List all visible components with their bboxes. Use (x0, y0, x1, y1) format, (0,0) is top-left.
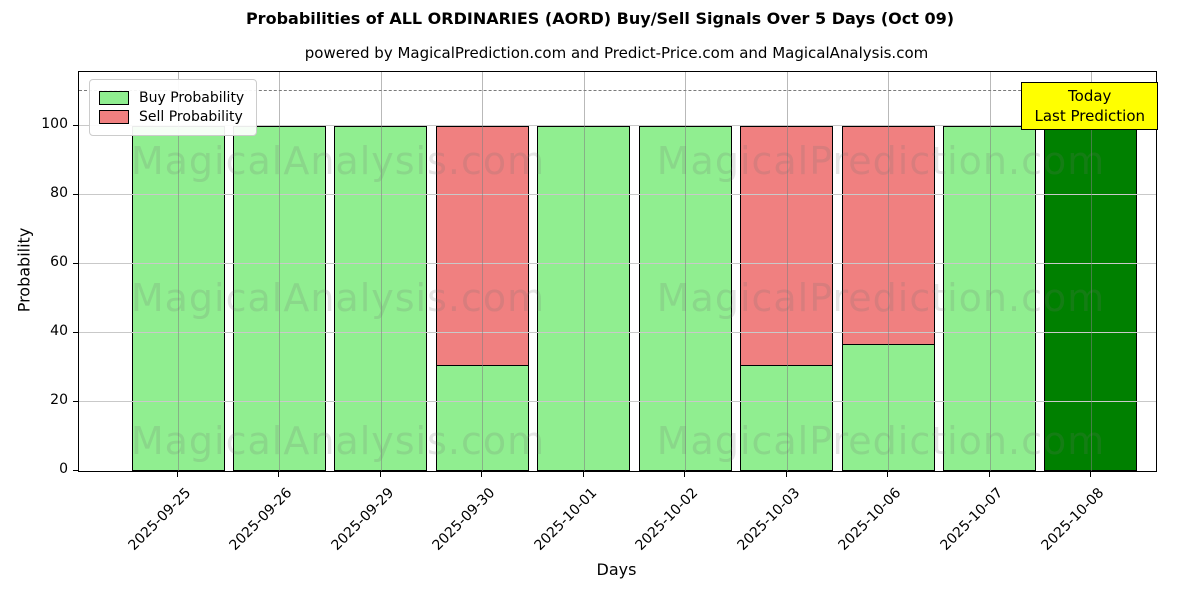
x-tick-label: 2025-10-06 (835, 485, 905, 554)
v-gridline (685, 72, 687, 471)
legend-label-buy: Buy Probability (139, 90, 245, 106)
plot-area: Buy Probability Sell Probability Today L… (78, 71, 1158, 472)
x-tick-label: 2025-10-07 (936, 485, 1006, 554)
dashed-threshold-line (79, 90, 1156, 92)
y-tick-mark (73, 262, 78, 264)
x-tick-label: 2025-09-29 (328, 485, 398, 554)
y-tick-mark (73, 193, 78, 195)
y-tick-label: 60 (50, 253, 68, 270)
y-tick-label: 40 (50, 322, 68, 339)
x-tick-label: 2025-10-03 (734, 485, 803, 554)
watermark-text: MagicalAnalysis.com (130, 276, 546, 320)
x-tick-mark (278, 472, 280, 477)
watermark-text: MagicalPrediction.com (656, 276, 1106, 320)
v-gridline (482, 72, 484, 471)
x-tick-mark (1089, 472, 1091, 477)
x-tick-label: 2025-10-02 (632, 485, 702, 554)
y-tick-label: 0 (59, 461, 68, 477)
x-tick-mark (684, 472, 686, 477)
chart-title: Probabilities of ALL ORDINARIES (AORD) B… (245, 9, 955, 28)
x-tick-mark (177, 472, 178, 477)
buy-color-swatch (99, 91, 129, 105)
x-tick-mark (887, 472, 889, 477)
annotation-line-1: Today (1068, 87, 1112, 105)
x-tick-mark (785, 472, 787, 477)
x-tick-mark (481, 472, 483, 477)
y-tick-label: 100 (41, 115, 68, 132)
h-gridline (79, 124, 1156, 126)
watermark-text: MagicalAnalysis.com (130, 419, 546, 463)
y-axis-label: Probability (14, 227, 34, 313)
legend-item-sell: Sell Probability (99, 109, 244, 125)
x-tick-mark (988, 472, 990, 477)
v-gridline (178, 72, 179, 471)
y-tick-label: 80 (50, 184, 68, 201)
x-tick-label: 2025-09-25 (125, 485, 195, 554)
x-tick-label: 2025-09-30 (429, 485, 499, 554)
today-annotation-box: Today Last Prediction (1021, 82, 1158, 130)
sell-color-swatch (99, 110, 129, 124)
v-gridline (1090, 72, 1092, 471)
h-gridline (79, 262, 1156, 264)
y-tick-mark (73, 470, 78, 471)
v-gridline (786, 72, 788, 471)
h-gridline (79, 193, 1156, 195)
watermark-text: MagicalPrediction.com (656, 139, 1106, 183)
y-tick-label: 20 (50, 391, 68, 408)
x-tick-label: 2025-09-26 (226, 485, 296, 554)
y-tick-mark (73, 331, 78, 333)
v-gridline (888, 72, 890, 471)
x-tick-label: 2025-10-01 (531, 485, 601, 554)
watermark-text: MagicalAnalysis.com (130, 139, 546, 183)
legend-label-sell: Sell Probability (139, 109, 243, 125)
h-gridline (79, 331, 1156, 333)
y-tick-mark (73, 400, 78, 402)
v-gridline (279, 72, 281, 471)
y-tick-mark (73, 124, 78, 126)
h-gridline (79, 400, 1156, 402)
annotation-line-2: Last Prediction (1034, 107, 1145, 125)
chart-subtitle: powered by MagicalPrediction.com and Pre… (304, 44, 929, 62)
v-gridline (380, 72, 382, 471)
v-gridline (989, 72, 991, 471)
watermark-text: MagicalPrediction.com (656, 419, 1106, 463)
x-tick-mark (582, 472, 584, 477)
legend-item-buy: Buy Probability (99, 90, 244, 106)
v-gridline (583, 72, 585, 471)
x-tick-mark (379, 472, 381, 477)
chart-legend: Buy Probability Sell Probability (89, 79, 258, 136)
x-tick-label: 2025-10-08 (1038, 485, 1108, 554)
x-axis-label: Days (596, 560, 637, 579)
